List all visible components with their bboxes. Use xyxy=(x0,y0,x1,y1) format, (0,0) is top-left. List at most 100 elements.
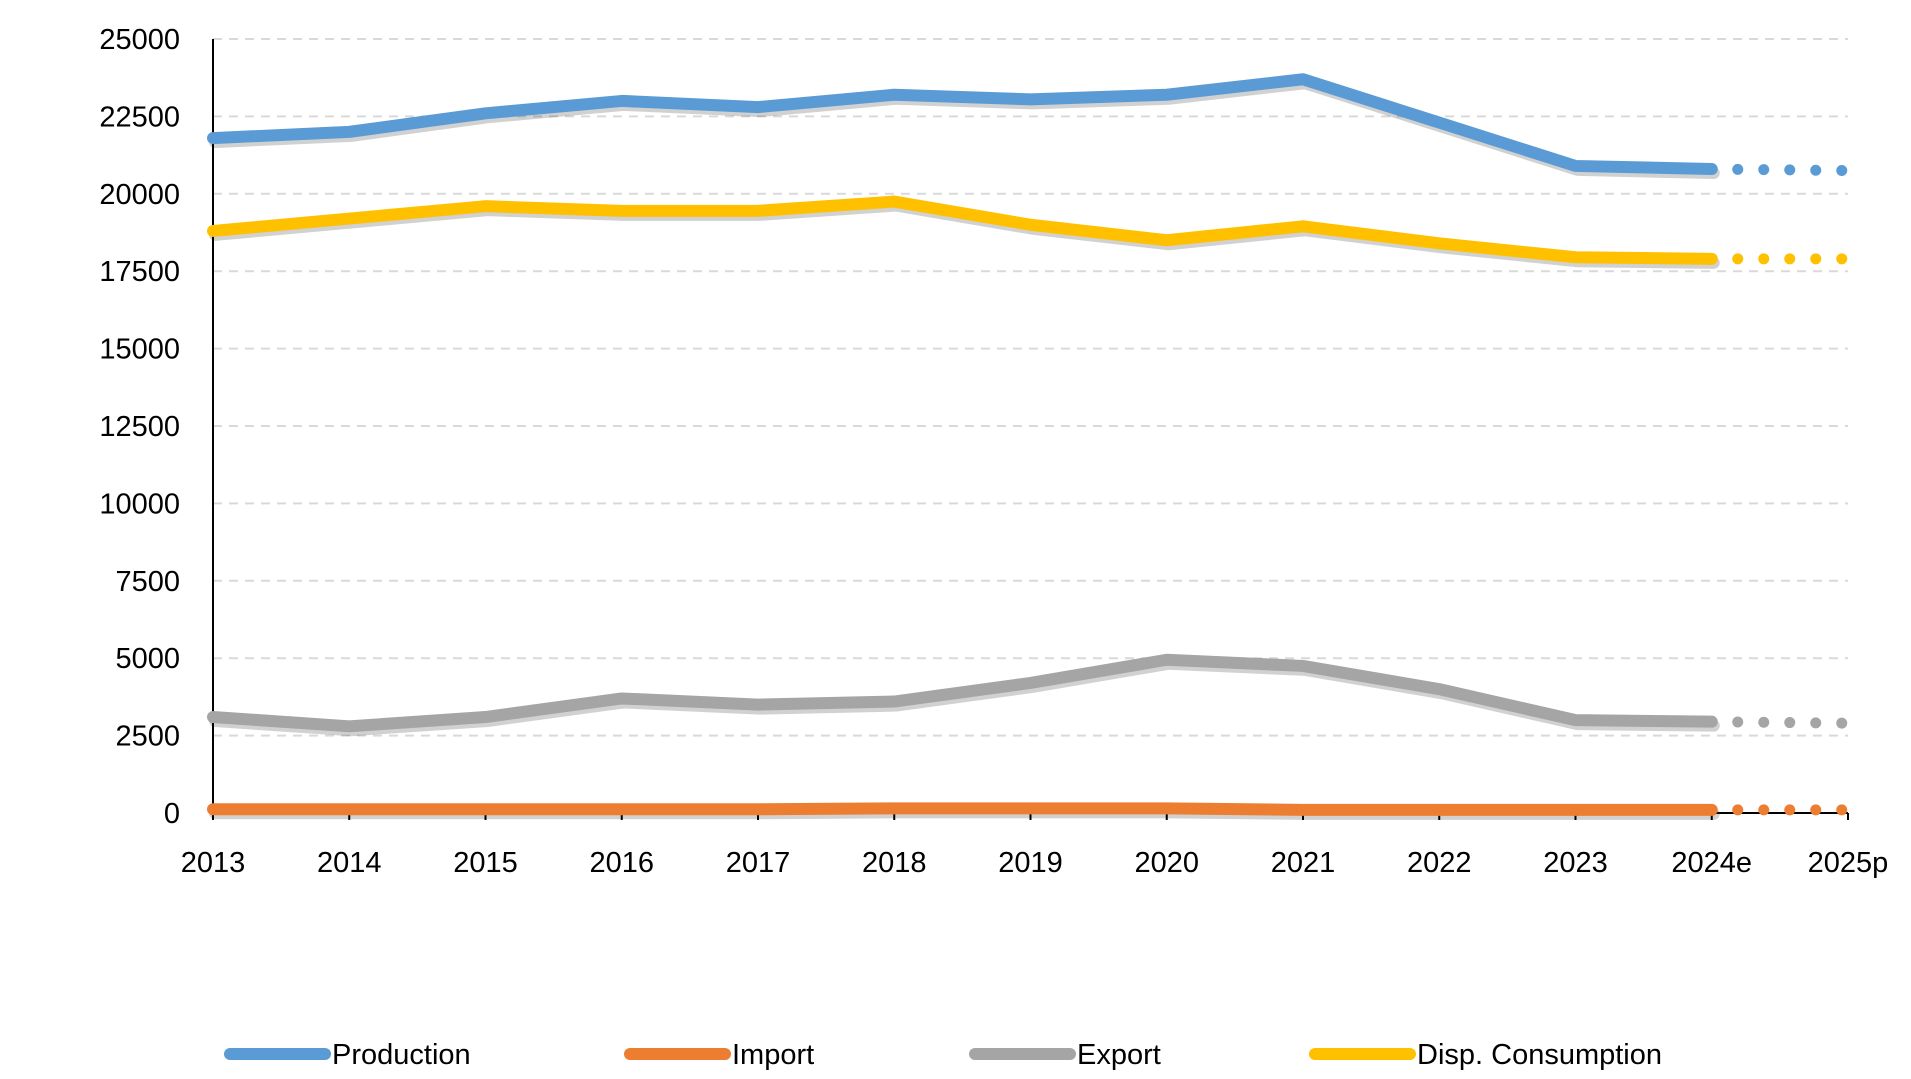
y-tick-label: 0 xyxy=(164,798,180,830)
data-point xyxy=(1709,166,1715,172)
x-tick-label: 2015 xyxy=(453,847,518,879)
data-point xyxy=(1300,807,1306,813)
y-tick-label: 20000 xyxy=(99,179,180,211)
axes xyxy=(212,39,1849,820)
data-point xyxy=(1845,720,1851,726)
data-point xyxy=(1709,807,1715,813)
data-point xyxy=(891,699,897,705)
legend-label: Disp. Consumption xyxy=(1417,1039,1662,1071)
data-point xyxy=(1845,807,1851,813)
data-point xyxy=(210,135,216,141)
data-point xyxy=(755,208,761,214)
x-tick-label: 2022 xyxy=(1407,847,1472,879)
series-disp-consumption xyxy=(207,195,1854,269)
data-point xyxy=(1164,237,1170,243)
gridlines xyxy=(213,38,1848,737)
series-line xyxy=(207,802,1718,816)
legend-item-import: Import xyxy=(624,1039,814,1071)
x-tick-label: 2025p xyxy=(1808,847,1889,879)
legend-item-disp-consumption: Disp. Consumption xyxy=(1309,1039,1662,1071)
data-point xyxy=(1573,163,1579,169)
data-point xyxy=(1573,254,1579,260)
data-point xyxy=(346,216,352,222)
x-tick-label: 2023 xyxy=(1543,847,1608,879)
series-forecast-line xyxy=(1706,163,1854,177)
data-point xyxy=(755,806,761,812)
x-tick-labels: 2013 2014 2015 2016 2017 2018 2019 2020 2021 2022… xyxy=(181,847,1889,879)
data-point xyxy=(483,714,489,720)
data-point xyxy=(755,702,761,708)
y-tick-label: 10000 xyxy=(99,488,180,520)
legend-label: Production xyxy=(332,1039,471,1071)
legend-item-production: Production xyxy=(224,1039,471,1071)
y-tick-label: 17500 xyxy=(99,256,180,288)
data-point xyxy=(619,695,625,701)
data-point xyxy=(346,723,352,729)
x-tick-label: 2017 xyxy=(726,847,791,879)
data-point xyxy=(755,104,761,110)
data-point xyxy=(1300,223,1306,229)
data-point xyxy=(483,806,489,812)
data-point xyxy=(1709,256,1715,262)
series-import xyxy=(207,802,1854,820)
series-forecast-line xyxy=(1706,716,1854,729)
y-tick-label: 7500 xyxy=(115,566,180,598)
data-point xyxy=(891,92,897,98)
data-point xyxy=(1164,657,1170,663)
data-point xyxy=(619,208,625,214)
x-tick-label: 2021 xyxy=(1271,847,1336,879)
data-point xyxy=(1300,663,1306,669)
data-point xyxy=(1845,168,1851,174)
data-point xyxy=(346,806,352,812)
y-tick-label: 12500 xyxy=(99,411,180,443)
series-line xyxy=(207,73,1718,176)
data-point xyxy=(1300,76,1306,82)
data-point xyxy=(1436,807,1442,813)
x-tick-label: 2019 xyxy=(998,847,1063,879)
y-tick-label: 22500 xyxy=(99,101,180,133)
data-point xyxy=(1028,96,1034,102)
data-point xyxy=(1573,807,1579,813)
data-point xyxy=(483,110,489,116)
x-tick-label: 2013 xyxy=(181,847,246,879)
legend: Production Import Export Disp. Consumption xyxy=(224,1039,1662,1071)
series-export xyxy=(207,653,1854,737)
x-tick-label: 2016 xyxy=(589,847,654,879)
y-tick-label: 15000 xyxy=(99,334,180,366)
data-point xyxy=(619,806,625,812)
data-point xyxy=(1164,805,1170,811)
data-point xyxy=(210,806,216,812)
legend-label: Export xyxy=(1077,1039,1161,1071)
data-point xyxy=(210,228,216,234)
series-line xyxy=(207,195,1718,265)
data-point xyxy=(483,203,489,209)
y-tick-labels: 0 2500 5000 7500 10000 12500 15000 17500 20000 22… xyxy=(99,24,180,830)
data-point xyxy=(346,129,352,135)
y-tick-label: 25000 xyxy=(99,24,180,56)
y-tick-label: 5000 xyxy=(115,643,180,675)
legend-item-export: Export xyxy=(969,1039,1161,1071)
x-tick-label: 2024e xyxy=(1671,847,1752,879)
data-point xyxy=(1028,222,1034,228)
data-point xyxy=(1436,120,1442,126)
data-point xyxy=(1573,717,1579,723)
data-point xyxy=(1436,686,1442,692)
data-point xyxy=(1845,256,1851,262)
series-lines xyxy=(207,73,1854,820)
x-tick-label: 2018 xyxy=(862,847,927,879)
data-point xyxy=(1436,240,1442,246)
data-point xyxy=(1028,805,1034,811)
x-tick-label: 2014 xyxy=(317,847,382,879)
data-point xyxy=(1028,680,1034,686)
data-point xyxy=(210,714,216,720)
data-point xyxy=(891,199,897,205)
x-tick-label: 2020 xyxy=(1134,847,1199,879)
series-line xyxy=(207,653,1718,733)
data-point xyxy=(1164,92,1170,98)
y-tick-label: 2500 xyxy=(115,721,180,753)
data-point xyxy=(891,805,897,811)
data-point xyxy=(1709,719,1715,725)
legend-label: Import xyxy=(732,1039,814,1071)
